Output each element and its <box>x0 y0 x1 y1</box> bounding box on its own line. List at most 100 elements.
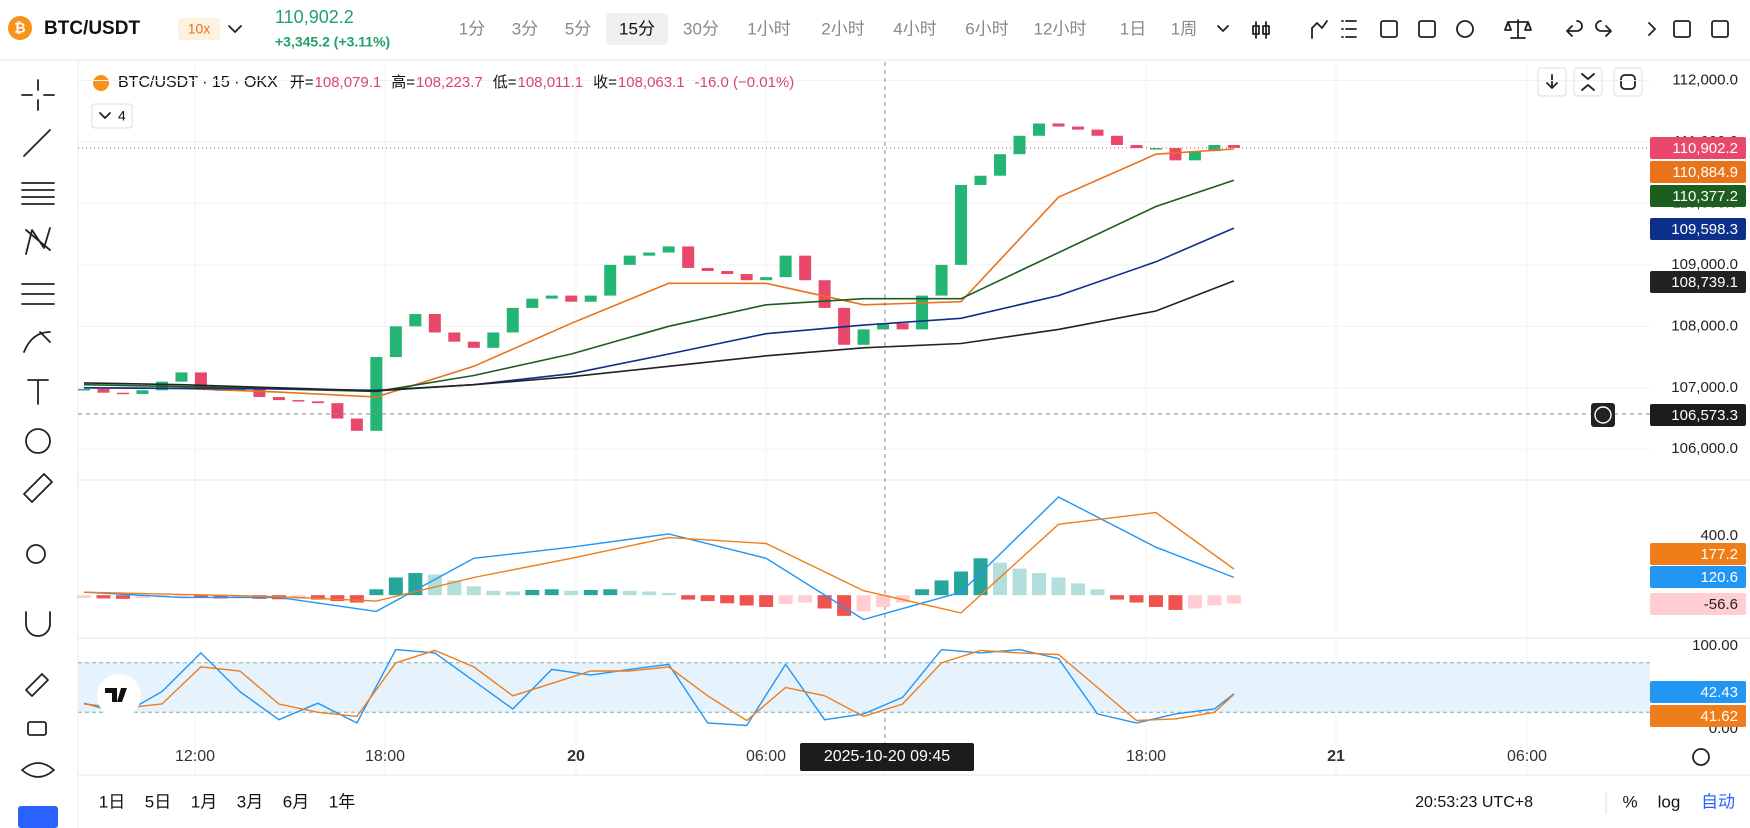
candle <box>584 295 597 302</box>
macd-bar <box>1090 589 1105 596</box>
undo-icon[interactable] <box>1566 20 1583 37</box>
candle <box>877 323 890 330</box>
symbol[interactable]: BTC/USDT <box>44 18 140 39</box>
range-button[interactable]: 1月 <box>191 792 217 811</box>
interval[interactable]: 15分 <box>619 19 655 38</box>
time-label: 06:00 <box>1507 748 1547 765</box>
macd-bar <box>77 595 91 599</box>
macd-dea-tag: 177.2 <box>1700 546 1738 563</box>
crosshair-plus[interactable] <box>1594 406 1612 424</box>
candle <box>701 267 714 271</box>
candle <box>428 314 441 333</box>
percent-toggle[interactable]: % <box>1622 792 1637 811</box>
interval[interactable]: 1周 <box>1171 19 1197 38</box>
macd-bar <box>642 591 657 596</box>
symbol-dropdown[interactable] <box>228 25 242 33</box>
crosshair-tool[interactable] <box>21 79 55 111</box>
visibility-tool[interactable] <box>21 762 55 778</box>
crosshair-price-tag: 106,573.3 <box>1671 407 1738 424</box>
compare-icon[interactable] <box>1504 19 1532 39</box>
candle <box>604 264 617 296</box>
candle <box>916 295 929 330</box>
candle <box>935 264 948 296</box>
interval[interactable]: 2小时 <box>821 19 864 38</box>
header: ₿ BTC/USDT 10x 110,902.2 +3,345.2 (+3.11… <box>0 7 1750 61</box>
stoch-tick-label: 100.00 <box>1692 637 1738 654</box>
interval[interactable]: 1日 <box>1120 19 1146 38</box>
macd-bar <box>817 595 832 609</box>
lock-draw-tool[interactable] <box>25 673 49 697</box>
projection-tool[interactable] <box>21 283 55 305</box>
pane-collapse[interactable] <box>1573 67 1603 97</box>
text-tool[interactable] <box>27 379 49 405</box>
candle <box>740 274 753 281</box>
interval[interactable]: 5分 <box>565 19 591 38</box>
interval[interactable]: 30分 <box>683 19 719 38</box>
emoji-tool[interactable] <box>25 428 51 454</box>
macd-bar <box>193 595 208 598</box>
pattern-tool[interactable] <box>25 227 51 255</box>
redo-icon[interactable] <box>1595 20 1612 37</box>
macd-bar <box>1012 568 1027 596</box>
link-tool[interactable] <box>18 806 58 828</box>
ma-tag: 110,884.9 <box>1672 164 1738 181</box>
magnet-tool[interactable] <box>25 611 51 637</box>
pane-reset[interactable] <box>1613 67 1643 97</box>
candle <box>389 326 402 358</box>
interval-selected <box>606 13 668 45</box>
indicator-icon[interactable] <box>1311 20 1328 39</box>
candle <box>799 255 812 281</box>
interval[interactable]: 6小时 <box>965 19 1008 38</box>
candle <box>643 252 656 256</box>
ruler-tool[interactable] <box>23 473 53 503</box>
price-tick-label: 107,000.0 <box>1671 379 1738 396</box>
candle <box>272 397 285 401</box>
line-tool[interactable] <box>23 129 51 157</box>
interval[interactable]: 1分 <box>459 19 485 38</box>
range-button[interactable]: 1日 <box>99 792 125 811</box>
replay-icon[interactable] <box>1418 20 1436 38</box>
interval[interactable]: 4小时 <box>893 19 936 38</box>
macd-bar <box>681 595 696 600</box>
macd-bar <box>349 595 364 603</box>
more-icon[interactable] <box>1648 22 1656 36</box>
zoom-tool[interactable] <box>26 544 46 564</box>
list-icon[interactable] <box>1341 20 1357 38</box>
ma-tag-bg <box>1650 271 1746 293</box>
range-button[interactable]: 1年 <box>329 792 355 811</box>
leverage-badge[interactable] <box>178 18 220 40</box>
indicator-chevron[interactable] <box>99 112 111 119</box>
macd-bar <box>798 595 813 603</box>
alert-icon[interactable] <box>1380 20 1398 38</box>
brush-tool[interactable] <box>23 331 51 353</box>
range-button[interactable]: 5日 <box>145 792 171 811</box>
interval[interactable]: 12小时 <box>1034 19 1087 38</box>
macd-bar <box>1148 595 1163 607</box>
range-button[interactable]: 3月 <box>237 792 263 811</box>
auto-toggle[interactable]: 自动 <box>1701 792 1735 811</box>
macd-bar <box>408 573 423 596</box>
macd-bar <box>993 562 1008 596</box>
layout-icon[interactable] <box>1673 20 1691 38</box>
ma-tag: 109,598.3 <box>1671 221 1738 238</box>
axis-settings[interactable] <box>1692 748 1710 766</box>
log-toggle[interactable]: log <box>1658 792 1681 811</box>
grid <box>78 62 1750 775</box>
toolbar-icons <box>1252 19 1729 39</box>
interval[interactable]: 3分 <box>512 19 538 38</box>
macd-bar <box>720 595 735 604</box>
fullscreen-icon[interactable] <box>1711 20 1729 38</box>
indicator-count[interactable]: 4 <box>118 108 126 124</box>
fib-tool[interactable] <box>21 182 55 205</box>
settings-icon[interactable] <box>1456 20 1474 38</box>
range-button[interactable]: 6月 <box>283 792 309 811</box>
interval-dropdown[interactable] <box>1217 25 1229 32</box>
candle <box>1227 144 1240 148</box>
chart-type-icon[interactable] <box>1252 21 1270 39</box>
macd-hist-tag-bg <box>1650 593 1746 615</box>
leverage[interactable]: 10x <box>188 21 211 37</box>
indicator-toggle[interactable] <box>91 103 133 129</box>
lock-tool[interactable] <box>27 721 47 736</box>
candle <box>857 329 870 345</box>
interval[interactable]: 1小时 <box>747 19 790 38</box>
